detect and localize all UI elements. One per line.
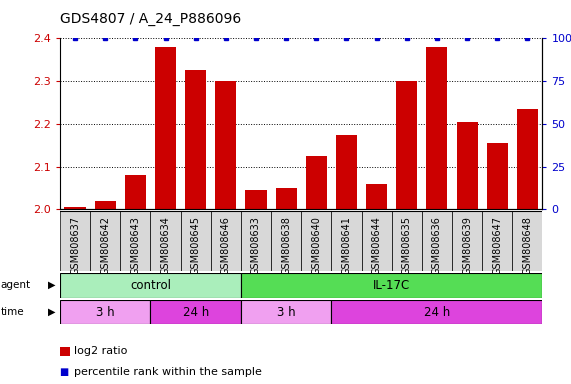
Bar — [271, 211, 301, 271]
Bar — [396, 81, 417, 209]
Bar — [150, 211, 180, 271]
Bar — [361, 211, 392, 271]
Bar — [241, 273, 542, 298]
Text: GSM808636: GSM808636 — [432, 216, 442, 275]
Bar — [241, 211, 271, 271]
Bar — [452, 211, 482, 271]
Bar — [486, 143, 508, 209]
Bar — [65, 207, 86, 209]
Text: 24 h: 24 h — [183, 306, 209, 318]
Text: GDS4807 / A_24_P886096: GDS4807 / A_24_P886096 — [60, 12, 241, 25]
Text: GSM808637: GSM808637 — [70, 216, 80, 275]
Text: 3 h: 3 h — [277, 306, 295, 318]
Bar — [482, 211, 512, 271]
Text: IL-17C: IL-17C — [373, 279, 411, 291]
Bar — [95, 201, 116, 209]
Bar — [60, 300, 150, 324]
Text: GSM808642: GSM808642 — [100, 216, 110, 275]
Text: log2 ratio: log2 ratio — [74, 346, 127, 356]
Text: GSM808639: GSM808639 — [462, 216, 472, 275]
Text: control: control — [130, 279, 171, 291]
Text: 24 h: 24 h — [424, 306, 450, 318]
Text: ▶: ▶ — [48, 307, 55, 317]
Text: GSM808643: GSM808643 — [130, 216, 140, 275]
Text: percentile rank within the sample: percentile rank within the sample — [74, 367, 262, 377]
Text: GSM808647: GSM808647 — [492, 216, 502, 275]
Text: GSM808640: GSM808640 — [311, 216, 321, 275]
Bar — [517, 109, 538, 209]
Text: GSM808648: GSM808648 — [522, 216, 532, 275]
Text: GSM808646: GSM808646 — [221, 216, 231, 275]
Bar — [241, 300, 331, 324]
Bar — [120, 211, 150, 271]
Bar — [185, 70, 206, 209]
Bar — [155, 47, 176, 209]
Bar — [276, 188, 297, 209]
Text: ■: ■ — [59, 367, 69, 377]
Bar — [301, 211, 331, 271]
Bar — [90, 211, 120, 271]
Bar — [60, 211, 90, 271]
Text: GSM808645: GSM808645 — [191, 216, 200, 275]
Bar — [305, 156, 327, 209]
Bar — [336, 134, 357, 209]
Text: GSM808635: GSM808635 — [402, 216, 412, 275]
Bar — [60, 273, 241, 298]
Bar — [392, 211, 422, 271]
Bar — [422, 211, 452, 271]
Bar — [512, 211, 542, 271]
Bar — [125, 175, 146, 209]
Bar — [150, 300, 241, 324]
Bar — [331, 300, 542, 324]
Bar — [366, 184, 387, 209]
Bar — [215, 81, 236, 209]
Bar — [211, 211, 241, 271]
Text: 3 h: 3 h — [96, 306, 115, 318]
Bar — [456, 122, 477, 209]
Bar — [427, 47, 448, 209]
Text: GSM808641: GSM808641 — [341, 216, 351, 275]
Text: GSM808634: GSM808634 — [160, 216, 171, 275]
Text: GSM808633: GSM808633 — [251, 216, 261, 275]
Text: agent: agent — [1, 280, 31, 290]
Text: GSM808644: GSM808644 — [372, 216, 381, 275]
Text: GSM808638: GSM808638 — [281, 216, 291, 275]
Text: ▶: ▶ — [48, 280, 55, 290]
Bar — [331, 211, 361, 271]
Bar — [246, 190, 267, 209]
Text: time: time — [1, 307, 24, 317]
Bar — [180, 211, 211, 271]
